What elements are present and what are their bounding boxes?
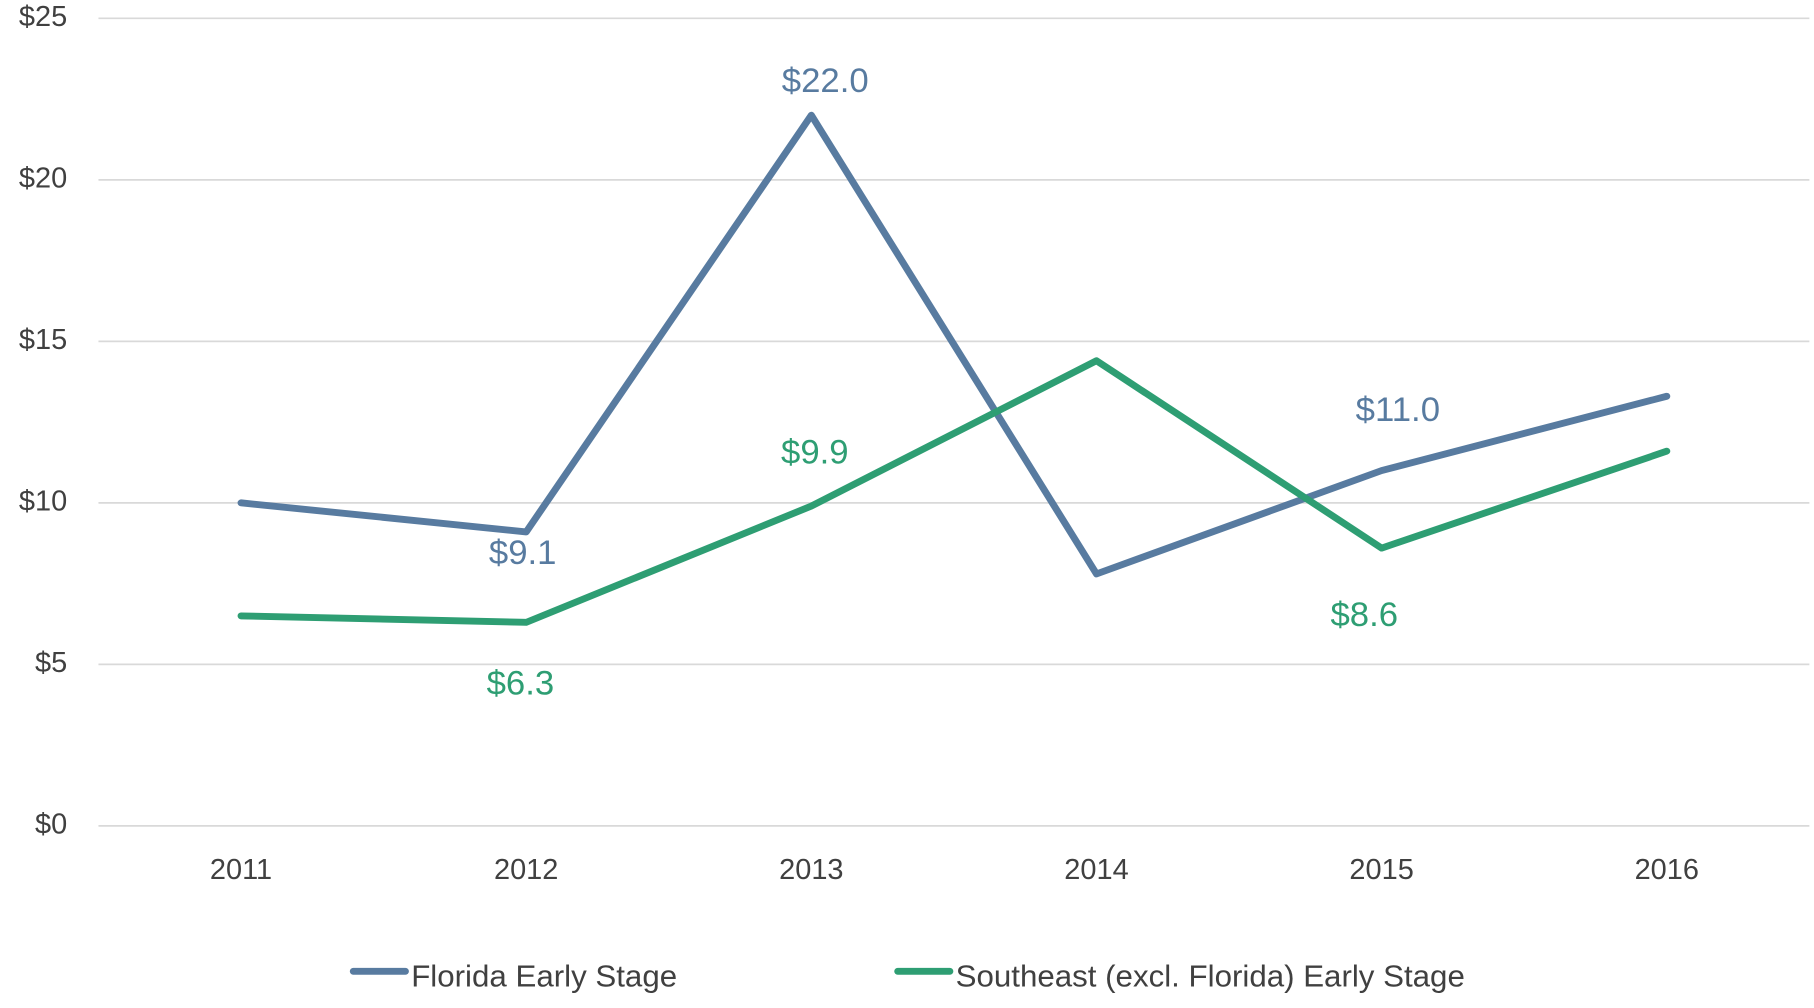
data-label: $8.6 — [1330, 596, 1398, 634]
y-tick-label: $0 — [35, 809, 67, 841]
data-label: $11.0 — [1356, 391, 1440, 429]
x-tick-label: 2015 — [1349, 854, 1413, 886]
series-line — [237, 111, 1671, 578]
data-label: $9.9 — [781, 434, 849, 472]
series-line — [237, 357, 1671, 626]
legend-label: Southeast (excl. Florida) Early Stage — [956, 959, 1465, 994]
data-label: $6.3 — [487, 665, 555, 703]
x-tick-label: 2016 — [1635, 854, 1699, 886]
legend-label: Florida Early Stage — [411, 959, 677, 994]
y-tick-label: $25 — [19, 1, 67, 33]
x-tick-label: 2012 — [494, 854, 558, 886]
x-tick-label: 2011 — [210, 854, 272, 886]
y-tick-label: $10 — [19, 486, 67, 518]
y-tick-label: $5 — [35, 647, 67, 679]
x-tick-label: 2013 — [779, 854, 843, 886]
y-tick-label: $15 — [19, 324, 67, 356]
data-label: $9.1 — [489, 534, 557, 572]
data-label: $22.0 — [782, 62, 869, 100]
y-tick-label: $20 — [19, 163, 67, 195]
x-tick-label: 2014 — [1064, 854, 1128, 886]
